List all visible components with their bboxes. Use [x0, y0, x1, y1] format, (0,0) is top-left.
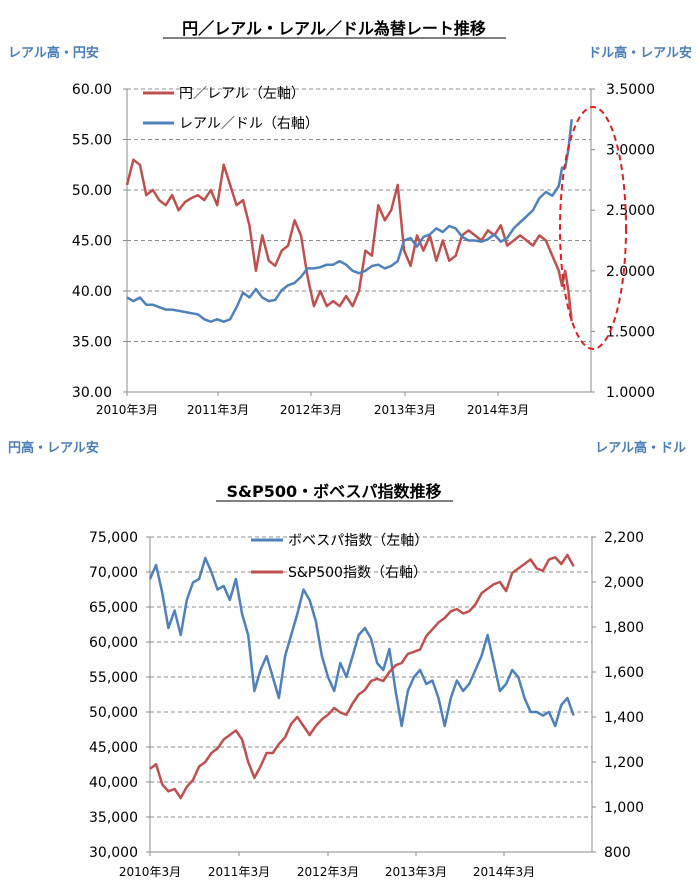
x-tick-label: 2011年3月: [208, 865, 270, 879]
x-tick-label: 2010年3月: [96, 403, 158, 417]
chart1-legend-label-real-dollar: レアル／ドル（右軸）: [179, 116, 319, 132]
chart2-right-axis-ticks: 800 1,000 1,200 1,400 1,600 1,800 2,000 2,200: [592, 530, 644, 861]
right-tick-label: 2.0000: [606, 264, 655, 280]
chart1-legend: 円／レアル（左軸） レアル／ドル（右軸）: [143, 86, 319, 132]
left-tick-label: 70,000: [89, 565, 138, 581]
x-tick-label: 2012年3月: [280, 403, 342, 417]
x-tick-label: 2010年3月: [119, 865, 181, 879]
left-tick-label: 65,000: [89, 600, 138, 616]
left-tick-label: 75,000: [89, 530, 138, 546]
left-tick-label: 30,000: [89, 845, 138, 861]
chart1-corner-top-right: ドル高・レアル安: [588, 45, 692, 61]
right-tick-label: 3.0000: [606, 143, 655, 159]
chart1-corner-bottom-left: 円高・レアル安: [8, 440, 99, 456]
chart1-corner-top-left: レアル高・円安: [8, 45, 99, 61]
x-tick-label: 2012年3月: [297, 865, 359, 879]
left-tick-label: 35,000: [89, 810, 138, 826]
chart1-title: 円／レアル・レアル／ドル為替レート推移: [182, 19, 486, 38]
right-tick-label: 2.5000: [606, 203, 655, 219]
chart1-x-axis-ticks: 2010年3月 2011年3月 2012年3月 2013年3月 2014年3月: [96, 392, 529, 417]
chart2-legend-label-bovespa: ボベスパ指数（左軸）: [288, 533, 428, 549]
left-tick-label: 35.00: [72, 335, 112, 351]
left-tick-label: 50,000: [89, 705, 138, 721]
chart1-left-axis-ticks: 30.00 35.00 40.00 45.00 50.00 55.00 60.00: [72, 82, 127, 401]
left-tick-label: 40.00: [72, 284, 112, 300]
x-tick-label: 2014年3月: [473, 865, 535, 879]
right-tick-label: 1,800: [604, 620, 644, 636]
left-tick-label: 45.00: [72, 234, 112, 250]
chart2-series: [148, 553, 575, 800]
left-tick-label: 30.00: [72, 385, 112, 401]
left-tick-label: 40,000: [89, 775, 138, 791]
series-line-0-0: [125, 158, 573, 322]
chart1-right-axis-ticks: 1.0000 1.5000 2.0000 2.5000 3.0000 3.5000: [591, 82, 655, 401]
series-line-0-1: [126, 119, 573, 323]
chart1-series: [125, 119, 573, 323]
chart2-gridlines: [150, 536, 592, 818]
right-tick-label: 2,200: [604, 530, 644, 546]
left-tick-label: 55,000: [89, 670, 138, 686]
chart2-title: S&P500・ボベスパ指数推移: [227, 482, 442, 501]
x-tick-label: 2013年3月: [374, 403, 436, 417]
right-tick-label: 1.5000: [606, 324, 655, 340]
x-tick-label: 2011年3月: [187, 403, 249, 417]
right-tick-label: 3.5000: [606, 82, 655, 98]
right-tick-label: 1,000: [604, 800, 644, 816]
chart2-legend: ボベスパ指数（左軸） S&P500指数（右軸）: [251, 533, 428, 581]
left-tick-label: 60,000: [89, 635, 138, 651]
x-tick-label: 2014年3月: [467, 403, 529, 417]
chart1-highlight-ellipse: [559, 106, 627, 350]
chart2-legend-label-sp500: S&P500指数（右軸）: [288, 565, 427, 581]
right-tick-label: 1.0000: [606, 385, 655, 401]
right-tick-label: 1,400: [604, 710, 644, 726]
left-tick-label: 45,000: [89, 740, 138, 756]
series-line-1-0: [148, 556, 575, 728]
chart2-x-axis-ticks: 2010年3月 2011年3月 2012年3月 2013年3月 2014年3月: [119, 852, 535, 879]
chart1-corner-bottom-right: レアル高・ドル: [595, 440, 686, 456]
right-tick-label: 2,000: [604, 575, 644, 591]
left-tick-label: 50.00: [72, 183, 112, 199]
left-tick-label: 55.00: [72, 133, 112, 149]
left-tick-label: 60.00: [72, 82, 112, 98]
right-tick-label: 1,200: [604, 755, 644, 771]
right-tick-label: 800: [604, 845, 631, 861]
series-line-1-1: [149, 553, 575, 800]
x-tick-label: 2013年3月: [385, 865, 447, 879]
chart2-left-axis-ticks: 30,000 35,000 40,000 45,000 50,000 55,000 60,0…: [89, 530, 150, 861]
right-tick-label: 1,600: [604, 665, 644, 681]
chart1-legend-label-yen-real: 円／レアル（左軸）: [179, 86, 305, 102]
